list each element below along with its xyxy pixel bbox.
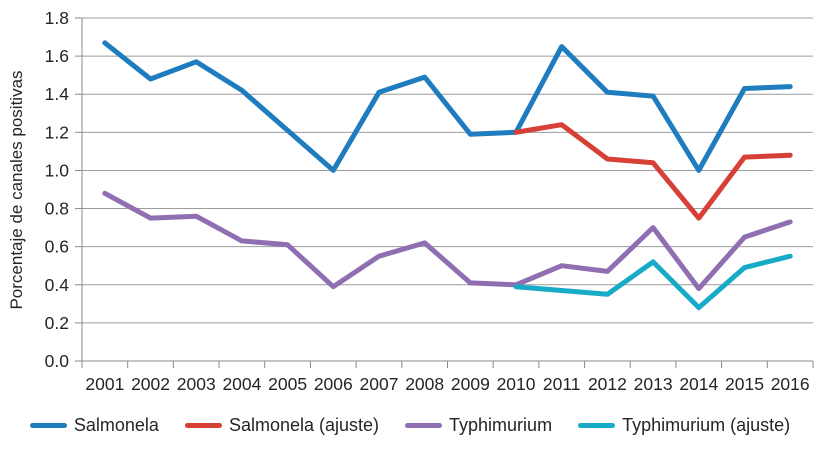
legend-label: Salmonela (ajuste) [228,414,380,435]
y-axis-tick-label: 0.6 [45,237,69,257]
y-axis-title: Porcentaje de canales positivas [7,70,26,310]
y-axis-tick-label: 0.8 [45,199,69,219]
legend-swatch [184,422,222,428]
series-line-typhimurium-ajuste [513,253,793,311]
x-axis-tick-label: 2006 [314,374,353,394]
y-axis-tick-label: 1.0 [45,160,70,180]
y-axis-tick-label: 1.4 [45,84,70,104]
x-axis-tick-label: 2008 [405,374,444,394]
y-axis-tick-label: 0.4 [45,275,70,295]
legend-item-salmonela-ajuste: Salmonela (ajuste) [184,414,380,436]
x-axis-tick-label: 2015 [725,374,764,394]
x-axis-tick-label: 2010 [497,374,536,394]
y-axis-tick-label: 0.0 [45,351,70,371]
x-axis-tick-label: 2002 [131,374,170,394]
y-axis-tick-label: 1.8 [45,8,69,28]
plot-area: 0.0 0.2 0.4 0.6 0.8 1.0 1.2 1.4 1.6 1.8 2001 2002 20… [45,8,814,394]
legend-swatch [29,422,67,428]
legend-label: Typhimurium (ajuste) [622,414,791,435]
y-axis-tick-label: 1.6 [45,46,69,66]
series-line-salmonela [102,40,793,173]
legend-label: Salmonela [73,414,159,435]
x-axis-tick-label: 2003 [177,374,216,394]
series-line-salmonela-ajuste [513,122,793,221]
legend-label: Typhimurium [449,414,553,435]
x-axis-tick-label: 2004 [222,374,261,394]
legend-item-typhimurium: Typhimurium [405,415,552,436]
x-axis-tick-label: 2011 [543,374,581,394]
legend-item-typhimurium-ajuste: Typhimurium (ajuste) [578,415,790,436]
legend-swatch [405,422,443,428]
x-axis-tick-label: 2009 [451,374,490,394]
x-axis-tick-label: 2016 [771,374,810,394]
legend-item-salmonela: Salmonela [29,414,159,436]
x-axis-tick-label: 2014 [679,374,718,394]
y-axis-tick-label: 0.2 [45,313,69,333]
x-axis-tick-label: 2013 [634,374,673,394]
x-axis-tick-label: 2005 [268,374,307,394]
y-axis-tick-label: 1.2 [45,122,69,142]
x-axis-tick-label: 2007 [360,374,399,394]
x-axis-tick-label: 2001 [85,374,124,394]
legend-swatch [578,422,616,428]
series-line-typhimurium [102,190,793,292]
x-axis-tick-label: 2012 [588,374,627,394]
legend: Salmonela Salmonela (ajuste) Typhimurium Ty… [0,410,820,440]
